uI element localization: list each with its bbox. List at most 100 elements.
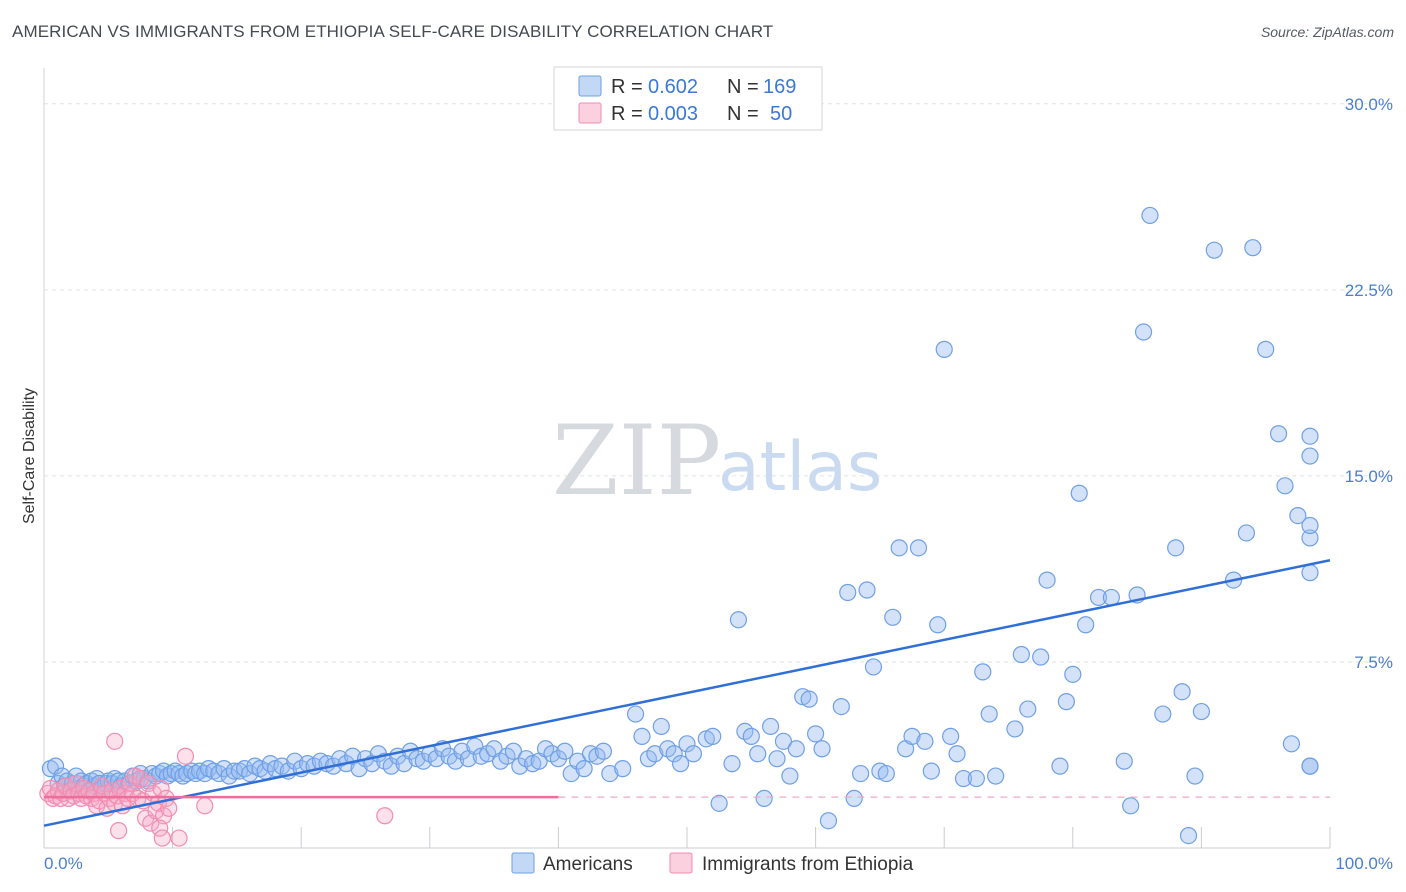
point-0-87	[446, 752, 465, 770]
point-0-140	[813, 740, 831, 758]
point-0-175	[1077, 616, 1095, 634]
y-tick-label-1: 15.0%	[1345, 467, 1393, 486]
point-0-122	[684, 745, 703, 763]
point-0-195	[1276, 477, 1294, 495]
point-0-96	[504, 742, 522, 760]
point-0-144	[845, 789, 863, 807]
point-0-113	[626, 705, 645, 723]
y-tick-label-0: 7.5%	[1354, 653, 1393, 672]
point-0-200	[1301, 447, 1319, 465]
point-0-125	[710, 794, 728, 812]
point-0-182	[1141, 206, 1159, 225]
legend-n-label-2: N =	[727, 103, 759, 125]
point-0-183	[1154, 705, 1172, 723]
point-0-176	[1089, 588, 1108, 607]
trend-lines	[43, 559, 1331, 827]
legend-n-value-2: 50	[770, 103, 792, 125]
legend-swatch-ethiopia	[578, 102, 602, 124]
point-0-1	[46, 757, 65, 775]
point-1-39	[139, 774, 157, 793]
point-1-52	[109, 822, 128, 840]
point-0-149	[877, 764, 895, 783]
x-tick-max: 100.0%	[1335, 854, 1393, 873]
point-0-136	[787, 740, 805, 758]
bottom-legend-americans: Americans	[543, 854, 633, 875]
point-0-174	[1070, 484, 1088, 502]
point-0-84	[427, 750, 445, 768]
point-1-53	[151, 819, 169, 837]
point-0-186	[1179, 826, 1198, 845]
y-tick-label-2: 22.5%	[1345, 281, 1393, 300]
bottom-legend-swatch-ethiopia	[669, 852, 693, 874]
point-0-181	[1134, 323, 1153, 341]
point-0-138	[800, 690, 818, 708]
point-0-119	[665, 745, 683, 763]
point-0-129	[742, 727, 760, 745]
point-0-142	[832, 698, 850, 716]
data-points	[39, 206, 1319, 847]
point-0-191	[1237, 524, 1256, 542]
point-0-193	[1257, 340, 1275, 358]
bottom-legend-swatch-americans	[511, 852, 535, 874]
point-1-50	[196, 797, 214, 815]
point-0-132	[761, 717, 780, 736]
y-tick-label-3: 30.0%	[1345, 95, 1393, 114]
point-0-127	[729, 611, 748, 629]
y-axis-label: Self-Care Disability	[21, 388, 38, 524]
source-label: Source: ZipAtlas.com	[1260, 24, 1394, 40]
point-0-135	[781, 767, 799, 785]
point-0-163	[974, 663, 992, 681]
point-0-116	[646, 745, 664, 763]
point-1-48	[170, 829, 188, 847]
point-0-90	[466, 737, 484, 755]
legend-r-label-1: R =	[611, 76, 643, 98]
point-0-164	[980, 705, 998, 723]
correlation-legend: R = 0.602 N = 169 R = 0.003 N = 50	[553, 66, 823, 131]
watermark: ZIP atlas	[552, 405, 882, 517]
point-0-170	[1038, 571, 1056, 589]
point-0-143	[839, 583, 857, 602]
chart-title: AMERICAN VS IMMIGRANTS FROM ETHIOPIA SEL…	[12, 22, 774, 41]
point-0-197	[1289, 506, 1307, 525]
watermark-zip: ZIP	[552, 405, 721, 517]
x-tick-min: 0.0%	[44, 854, 83, 873]
point-0-187	[1186, 767, 1204, 785]
point-0-154	[909, 539, 928, 557]
point-0-159	[942, 727, 960, 745]
point-0-196	[1282, 735, 1301, 753]
legend-n-label-1: N =	[727, 76, 759, 98]
point-0-165	[987, 767, 1005, 785]
point-0-107	[575, 760, 593, 778]
point-0-112	[614, 760, 632, 778]
point-0-162	[967, 769, 985, 788]
point-0-131	[755, 789, 773, 807]
point-0-184	[1167, 539, 1185, 557]
point-0-153	[903, 727, 921, 745]
point-0-204	[1301, 516, 1319, 535]
point-0-157	[929, 616, 947, 634]
point-0-167	[1012, 645, 1030, 664]
point-0-202	[1301, 529, 1319, 547]
point-0-173	[1064, 665, 1082, 683]
point-0-169	[1032, 648, 1050, 666]
point-0-145	[852, 764, 870, 783]
legend-r-label-2: R =	[611, 103, 643, 125]
point-1-47	[160, 799, 178, 817]
point-0-179	[1122, 797, 1140, 815]
bottom-legend-ethiopia: Immigrants from Ethiopia	[702, 854, 914, 875]
point-0-201	[1301, 564, 1319, 582]
legend-r-value-2: 0.003	[648, 103, 698, 125]
point-0-134	[774, 732, 793, 750]
point-0-150	[884, 608, 902, 626]
point-0-120	[671, 755, 690, 773]
point-0-117	[652, 717, 670, 736]
point-0-161	[954, 769, 973, 788]
x-axis	[43, 827, 1331, 849]
point-0-147	[864, 658, 883, 676]
watermark-atlas: atlas	[718, 428, 882, 507]
point-1-49	[176, 747, 195, 765]
point-0-77	[382, 757, 400, 775]
point-0-111	[601, 764, 619, 783]
legend-n-value-1: 169	[763, 76, 796, 98]
